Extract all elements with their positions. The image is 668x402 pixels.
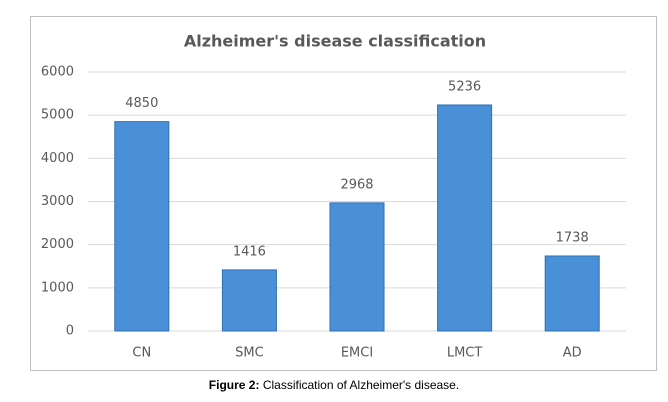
- y-tick-label: 6000: [41, 65, 74, 80]
- value-label: 5236: [448, 79, 481, 94]
- chart: Alzheimer's disease classification 0 1000…: [30, 16, 657, 371]
- value-label: 1416: [233, 244, 266, 259]
- caption-label: Figure 2:: [208, 378, 260, 392]
- x-tick-label: EMCI: [341, 346, 373, 361]
- y-tick-label: 0: [66, 324, 74, 339]
- y-tick-label: 5000: [41, 108, 74, 123]
- x-tick-label: CN: [132, 346, 151, 361]
- value-label: 4850: [125, 96, 158, 111]
- value-label: 1738: [556, 230, 589, 245]
- y-tick-label: 1000: [41, 280, 74, 295]
- x-tick-label: SMC: [235, 346, 264, 361]
- value-label: 2968: [340, 177, 373, 192]
- x-tick-label: AD: [563, 346, 582, 361]
- y-tick-label: 3000: [41, 194, 74, 209]
- bar: [544, 255, 600, 332]
- bar: [221, 269, 277, 332]
- bar: [329, 202, 385, 332]
- bar: [114, 121, 170, 332]
- chart-title: Alzheimer's disease classification: [184, 32, 486, 51]
- caption: Figure 2: Classification of Alzheimer's …: [0, 378, 668, 392]
- y-tick-label: 2000: [41, 237, 74, 252]
- y-tick-label: 4000: [41, 151, 74, 166]
- caption-text: Classification of Alzheimer's disease.: [262, 378, 460, 392]
- bar: [437, 104, 493, 332]
- x-tick-label: LMCT: [447, 346, 483, 361]
